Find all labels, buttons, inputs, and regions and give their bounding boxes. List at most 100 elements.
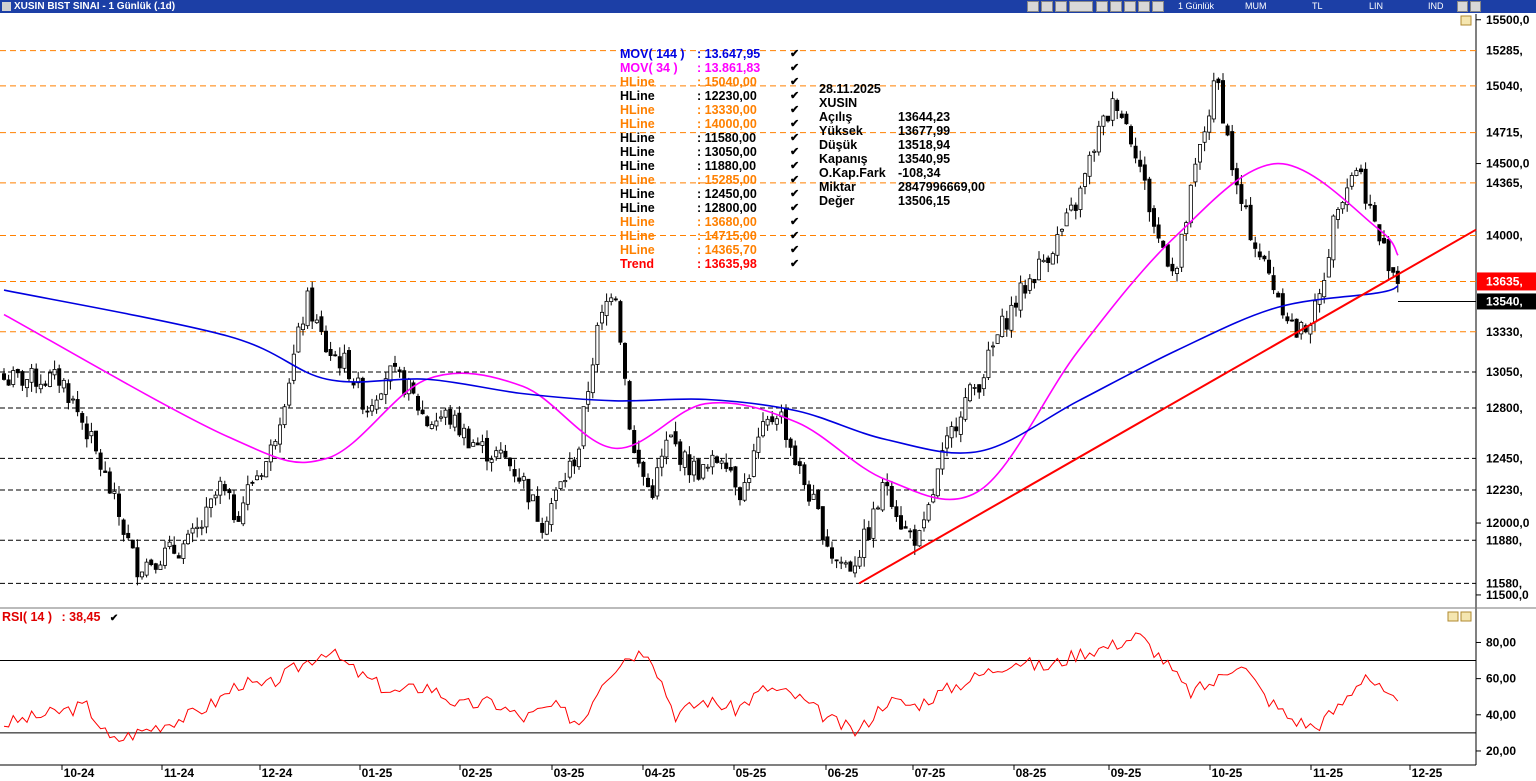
candle-body xyxy=(1313,300,1318,323)
legend-check-icon[interactable]: ✔ xyxy=(790,174,800,186)
legend-name: Trend xyxy=(620,257,655,271)
candle-body xyxy=(687,454,692,476)
time-axis-label: 07-25 xyxy=(915,766,946,780)
toolbar-icon-2[interactable] xyxy=(1041,1,1053,12)
candle-body xyxy=(1152,208,1157,227)
candle-body xyxy=(195,526,200,529)
legend-check-icon[interactable]: ✔ xyxy=(790,244,800,256)
candle-body xyxy=(305,290,310,327)
candle-body xyxy=(922,519,927,529)
candle-body xyxy=(1064,212,1069,227)
toolbar-currency[interactable]: TL xyxy=(1312,1,1323,11)
candle-body xyxy=(673,431,678,445)
time-axis-label: 03-25 xyxy=(554,766,585,780)
toolbar-icon-8[interactable] xyxy=(1138,1,1150,12)
candle-body xyxy=(825,536,830,547)
candle-body xyxy=(554,489,559,501)
candle-body xyxy=(52,369,57,376)
toolbar-icon-3[interactable] xyxy=(1055,1,1067,12)
window-title-bar[interactable]: XUSIN BIST SINAI - 1 Günlük (.1d) 1 Günl… xyxy=(0,0,1536,13)
rsi-legend-check[interactable]: ✔ xyxy=(109,613,119,624)
toolbar-period[interactable]: 1 Günlük xyxy=(1178,1,1215,11)
hline-label: 11880, xyxy=(1486,533,1522,547)
hline-label: 14365, xyxy=(1486,176,1523,190)
candle-body xyxy=(323,330,328,353)
hline-label: 15040, xyxy=(1486,79,1523,93)
candle-body xyxy=(1336,209,1341,220)
candle-body xyxy=(319,316,324,332)
candle-body xyxy=(719,460,724,464)
info-value: 13518,94 xyxy=(898,138,951,152)
candle-body xyxy=(793,445,798,466)
legend-check-icon[interactable]: ✔ xyxy=(790,258,800,270)
toolbar-icon-4[interactable] xyxy=(1069,1,1093,12)
legend-value: : 13330,00 xyxy=(697,103,757,117)
candle-body xyxy=(733,466,738,488)
mov144-line xyxy=(3,285,1399,454)
legend-check-icon[interactable]: ✔ xyxy=(790,216,800,228)
candle-body xyxy=(342,352,347,369)
hline-label: 14715, xyxy=(1486,126,1523,140)
toolbar-icon-6[interactable] xyxy=(1110,1,1122,12)
candle-body xyxy=(1211,80,1216,120)
candle-body xyxy=(586,391,591,405)
candle-body xyxy=(512,469,517,477)
toolbar-chart-style[interactable]: MUM xyxy=(1245,1,1267,11)
candle-body xyxy=(227,489,232,494)
candle-body xyxy=(641,461,646,477)
candle-body xyxy=(89,431,94,437)
legend-check-icon[interactable]: ✔ xyxy=(790,90,800,102)
toolbar-icon-5[interactable] xyxy=(1096,1,1108,12)
candle-body xyxy=(715,456,720,463)
toolbar-icon-9[interactable] xyxy=(1152,1,1164,12)
candle-body xyxy=(728,466,733,471)
minimize-icon[interactable] xyxy=(1457,1,1468,12)
candle-body xyxy=(1096,125,1101,153)
legend-check-icon[interactable]: ✔ xyxy=(790,132,800,144)
candle-body xyxy=(738,487,743,501)
legend-check-icon[interactable]: ✔ xyxy=(790,62,800,74)
candle-body xyxy=(1142,164,1147,181)
toolbar-icon-1[interactable] xyxy=(1027,1,1039,12)
candle-body xyxy=(1069,204,1074,211)
rsi-pane-button-1[interactable] xyxy=(1447,611,1459,622)
legend-check-icon[interactable]: ✔ xyxy=(790,202,800,214)
info-label: Miktar xyxy=(819,180,856,194)
candle-body xyxy=(48,372,53,387)
restore-icon[interactable] xyxy=(1470,1,1481,12)
candle-body xyxy=(333,354,338,357)
toolbar-indicator[interactable]: IND xyxy=(1428,1,1444,11)
candle-body xyxy=(659,455,664,468)
candle-body xyxy=(1014,302,1019,308)
candle-body xyxy=(291,353,296,381)
candle-body xyxy=(682,451,687,468)
hline-label: 13330, xyxy=(1486,325,1523,339)
mov34-line xyxy=(3,162,1399,501)
legend-check-icon[interactable]: ✔ xyxy=(790,188,800,200)
time-axis-label: 11-25 xyxy=(1313,766,1343,780)
rsi-pane-button-2[interactable] xyxy=(1460,611,1472,622)
legend-check-icon[interactable]: ✔ xyxy=(790,76,800,88)
candle-body xyxy=(190,527,195,534)
legend-check-icon[interactable]: ✔ xyxy=(790,230,800,242)
trend-price-label-bg xyxy=(1477,272,1536,291)
legend-check-icon[interactable]: ✔ xyxy=(790,118,800,130)
toolbar-icon-7[interactable] xyxy=(1124,1,1136,12)
candle-body xyxy=(153,563,158,570)
candle-body xyxy=(162,547,167,566)
candle-body xyxy=(208,498,213,508)
legend-check-icon[interactable]: ✔ xyxy=(790,104,800,116)
candle-body xyxy=(544,520,549,535)
legend-check-icon[interactable]: ✔ xyxy=(790,160,800,172)
candle-body xyxy=(664,439,669,458)
candle-body xyxy=(66,383,71,403)
candle-body xyxy=(604,300,609,317)
candle-body xyxy=(457,412,462,436)
toolbar-scale[interactable]: LIN xyxy=(1369,1,1384,11)
time-axis-label: 08-25 xyxy=(1016,766,1047,780)
legend-check-icon[interactable]: ✔ xyxy=(790,48,800,60)
legend-check-icon[interactable]: ✔ xyxy=(790,146,800,158)
price-pane-button[interactable] xyxy=(1460,15,1472,26)
candle-body xyxy=(402,370,407,395)
